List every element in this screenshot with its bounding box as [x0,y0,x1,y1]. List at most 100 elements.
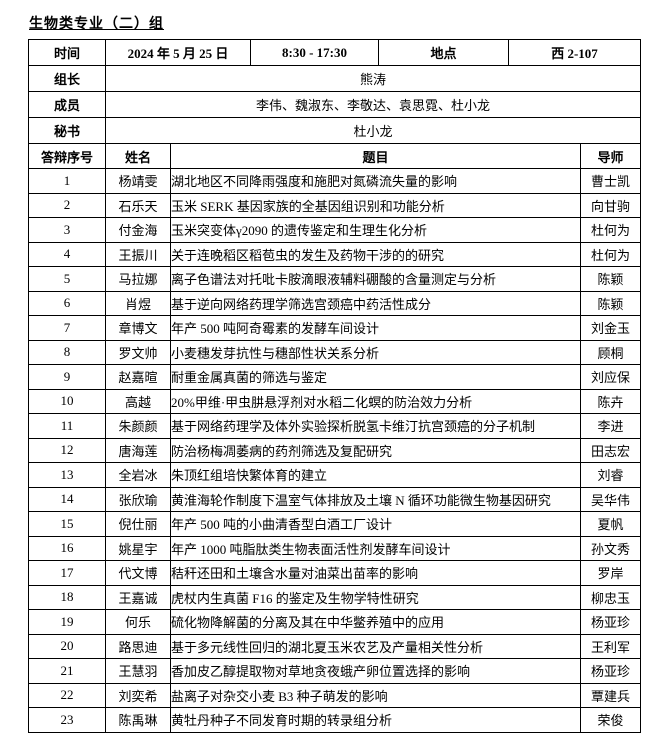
defense-number: 7 [28,315,106,341]
thesis-title: 基于网络药理学及体外实验探析脱氢卡维汀抗宫颈癌的分子机制 [169,413,582,439]
table-row: 8 罗文帅 小麦穗发芽抗性与穗部性状关系分析 顾桐 [28,339,642,365]
student-name: 赵嘉暄 [105,364,171,390]
advisor-name: 陈颖 [580,266,642,292]
table-row: 10 高越 20%甲维·甲虫肼悬浮剂对水稻二化螟的防治效力分析 陈卉 [28,388,642,414]
student-name: 王振川 [105,241,171,267]
table-row: 13 全岩冰 朱顶红组培快繁体育的建立 刘睿 [28,462,642,488]
thesis-title: 黄牡丹种子不同发育时期的转录组分析 [169,707,582,733]
table-row: 12 唐海莲 防治杨梅凋萎病的药剂筛选及复配研究 田志宏 [28,437,642,463]
student-name: 马拉娜 [105,266,171,292]
date-value: 2024 年 5 月 25 日 [104,39,252,66]
table-row: 3 付金海 玉米突变体γ2090 的遗传鉴定和生理生化分析 杜何为 [28,217,642,243]
time-row: 时间 2024 年 5 月 25 日 8:30 - 17:30 地点 西 2-1… [28,39,642,66]
thesis-title: 年产 500 吨的小曲清香型白酒工厂设计 [169,511,582,537]
defense-number: 13 [28,462,106,488]
student-name: 姚星宇 [105,535,171,561]
advisor-name: 陈颖 [580,290,642,316]
table-row: 17 代文博 秸秆还田和土壤含水量对油菜出苗率的影响 罗岸 [28,560,642,586]
defense-number: 1 [28,168,106,194]
table-row: 11 朱颜颜 基于网络药理学及体外实验探析脱氢卡维汀抗宫颈癌的分子机制 李进 [28,413,642,439]
student-name: 何乐 [105,609,171,635]
advisor-name: 杜何为 [580,241,642,267]
defense-number: 12 [28,437,106,463]
defense-number: 15 [28,511,106,537]
thesis-title: 硫化物降解菌的分离及其在中华鳖养殖中的应用 [169,609,582,635]
thesis-title: 香加皮乙醇提取物对草地贪夜蛾产卵位置选择的影响 [169,658,582,684]
advisor-name: 夏帆 [580,511,642,537]
student-name: 倪仕丽 [105,511,171,537]
student-name: 代文博 [105,560,171,586]
student-name: 高越 [105,388,171,414]
location-label: 地点 [378,39,510,66]
table-row: 23 陈禹琳 黄牡丹种子不同发育时期的转录组分析 荣俊 [28,707,642,733]
advisor-name: 李进 [580,413,642,439]
defense-number: 9 [28,364,106,390]
advisor-name: 陈卉 [580,388,642,414]
defense-number: 23 [28,707,106,733]
col-header-defense-number: 答辩序号 [28,143,106,169]
student-name: 肖煜 [105,290,171,316]
thesis-title: 虎杖内生真菌 F16 的鉴定及生物学特性研究 [169,584,582,610]
defense-number: 22 [28,682,106,708]
student-name: 王慧羽 [105,658,171,684]
secretary-row: 秘书 杜小龙 [28,117,642,144]
advisor-name: 杨亚珍 [580,609,642,635]
advisor-name: 田志宏 [580,437,642,463]
page-title: 生物类专业（二）组 [29,17,164,32]
location-value: 西 2-107 [508,39,642,66]
thesis-title: 耐重金属真菌的筛选与鉴定 [169,364,582,390]
col-header-student-name: 姓名 [105,143,171,169]
thesis-title: 小麦穗发芽抗性与穗部性状关系分析 [169,339,582,365]
defense-number: 2 [28,192,106,218]
defense-number: 10 [28,388,106,414]
thesis-title: 秸秆还田和土壤含水量对油菜出苗率的影响 [169,560,582,586]
thesis-title: 朱顶红组培快繁体育的建立 [169,462,582,488]
student-name: 章博文 [105,315,171,341]
advisor-name: 刘金玉 [580,315,642,341]
members-value: 李伟、魏淑东、李敬达、袁思霓、杜小龙 [104,91,642,118]
time-label: 时间 [28,39,106,66]
thesis-title: 玉米突变体γ2090 的遗传鉴定和生理生化分析 [169,217,582,243]
thesis-title: 防治杨梅凋萎病的药剂筛选及复配研究 [169,437,582,463]
thesis-title: 年产 500 吨阿奇霉素的发酵车间设计 [169,315,582,341]
defense-number: 21 [28,658,106,684]
advisor-name: 荣俊 [580,707,642,733]
time-range-value: 8:30 - 17:30 [250,39,380,66]
defense-number: 8 [28,339,106,365]
advisor-name: 向甘驹 [580,192,642,218]
student-name: 刘奕希 [105,682,171,708]
table-row: 21 王慧羽 香加皮乙醇提取物对草地贪夜蛾产卵位置选择的影响 杨亚珍 [28,658,642,684]
student-name: 唐海莲 [105,437,171,463]
defense-number: 18 [28,584,106,610]
col-header-thesis-title: 题目 [169,143,582,169]
defense-number: 19 [28,609,106,635]
table-row: 4 王振川 关于连晚稻区稻苞虫的发生及药物干涉的的研究 杜何为 [28,241,642,267]
advisor-name: 孙文秀 [580,535,642,561]
defense-number: 11 [28,413,106,439]
secretary-value: 杜小龙 [104,117,642,144]
secretary-label: 秘书 [28,117,106,144]
advisor-name: 曹士凯 [580,168,642,194]
defense-number: 4 [28,241,106,267]
thesis-title: 基于多元线性回归的湖北夏玉米农艺及产量相关性分析 [169,633,582,659]
defense-number: 17 [28,560,106,586]
column-header-row: 答辩序号 姓名 题目 导师 [28,143,642,169]
table-row: 16 姚星宇 年产 1000 吨脂肽类生物表面活性剂发酵车间设计 孙文秀 [28,535,642,561]
advisor-name: 刘睿 [580,462,642,488]
thesis-title: 盐离子对杂交小麦 B3 种子萌发的影响 [169,682,582,708]
table-row: 18 王嘉诚 虎杖内生真菌 F16 的鉴定及生物学特性研究 柳忠玉 [28,584,642,610]
leader-row: 组长 熊涛 [28,65,642,92]
thesis-title: 20%甲维·甲虫肼悬浮剂对水稻二化螟的防治效力分析 [169,388,582,414]
student-name: 杨靖雯 [105,168,171,194]
defense-number: 14 [28,486,106,512]
student-name: 路思迪 [105,633,171,659]
advisor-name: 顾桐 [580,339,642,365]
student-name: 石乐天 [105,192,171,218]
student-name: 陈禹琳 [105,707,171,733]
defense-number: 6 [28,290,106,316]
defense-number: 16 [28,535,106,561]
thesis-title: 关于连晚稻区稻苞虫的发生及药物干涉的的研究 [169,241,582,267]
leader-value: 熊涛 [104,65,642,92]
thesis-title: 湖北地区不同降雨强度和施肥对氮磷流失量的影响 [169,168,582,194]
